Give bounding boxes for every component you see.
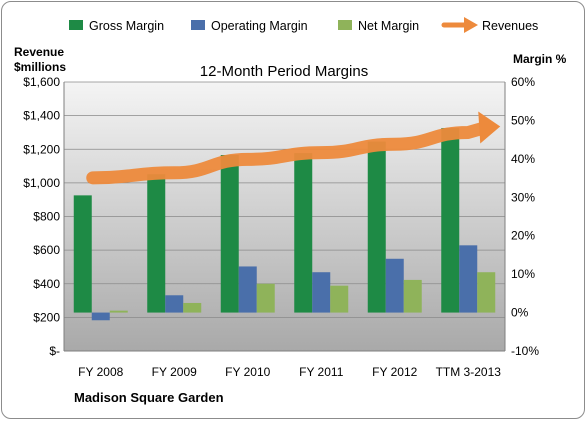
bar-operating-margin (459, 245, 478, 313)
bar-gross-margin (147, 174, 166, 313)
bar-gross-margin (294, 153, 313, 313)
left-tick-label: $- (49, 344, 60, 358)
x-tick-label: FY 2008 (78, 365, 123, 379)
margins-chart: 12-Month Period Margins Revenue $million… (14, 17, 567, 405)
right-tick-label: -10% (511, 344, 539, 358)
bar-net-margin (477, 272, 496, 313)
legend-swatch-operating-margin (191, 20, 205, 30)
right-tick-label: 60% (511, 75, 535, 89)
legend-swatch-net-margin (338, 20, 352, 30)
bar-operating-margin (385, 258, 404, 313)
revenue-line (86, 121, 489, 185)
right-tick-label: 30% (511, 190, 535, 204)
company-label: Madison Square Garden (74, 390, 224, 405)
x-tick-label: FY 2009 (152, 365, 197, 379)
legend: Gross Margin Operating Margin Net Margin… (69, 17, 538, 33)
right-axis-title: Margin % (513, 52, 567, 66)
x-tick-label: FY 2011 (299, 365, 344, 379)
right-tick-label: 0% (511, 306, 529, 320)
revenue-series (86, 111, 501, 185)
axes: $- $200 $400 $600 $800 $1,000 $1,200 $1,400 $1,6… (23, 75, 539, 379)
bar-gross-margin (367, 141, 386, 313)
revenue-arrowhead (478, 111, 501, 144)
right-tick-label: 50% (511, 113, 535, 127)
right-tick-label: 40% (511, 152, 535, 166)
bar-gross-margin (220, 155, 239, 313)
right-tick-label: 10% (511, 267, 535, 281)
bar-operating-margin (91, 312, 110, 321)
bar-series (73, 128, 496, 321)
bar-net-margin (256, 283, 275, 313)
left-tick-label: $600 (33, 243, 60, 257)
bar-gross-margin (73, 195, 92, 313)
legend-arrow-revenues-head (464, 17, 478, 33)
left-tick-label: $1,200 (23, 142, 60, 156)
bar-operating-margin (238, 266, 257, 313)
bar-operating-margin (165, 295, 184, 313)
bar-gross-margin (441, 128, 460, 313)
bar-net-margin (109, 310, 128, 313)
left-axis-title-line1: Revenue (14, 45, 64, 59)
left-tick-label: $1,600 (23, 75, 60, 89)
left-tick-label: $1,000 (23, 176, 60, 190)
left-tick-label: $400 (33, 277, 60, 291)
bar-net-margin (183, 302, 202, 313)
chart-title: 12-Month Period Margins (200, 63, 368, 80)
x-tick-label: FY 2010 (225, 365, 270, 379)
x-tick-label: FY 2012 (372, 365, 417, 379)
right-tick-label: 20% (511, 229, 535, 243)
legend-label-gross-margin: Gross Margin (89, 19, 164, 33)
legend-swatch-gross-margin (69, 20, 83, 30)
bar-operating-margin (312, 272, 331, 313)
left-tick-label: $800 (33, 210, 60, 224)
legend-label-revenues: Revenues (482, 19, 538, 33)
bar-net-margin (403, 279, 422, 313)
left-tick-label: $1,400 (23, 109, 60, 123)
x-tick-label: TTM 3-2013 (436, 365, 502, 379)
left-axis-title-line2: $millions (14, 60, 66, 74)
bar-net-margin (330, 285, 349, 313)
legend-label-operating-margin: Operating Margin (211, 19, 308, 33)
legend-label-net-margin: Net Margin (358, 19, 419, 33)
left-tick-label: $200 (33, 310, 60, 324)
